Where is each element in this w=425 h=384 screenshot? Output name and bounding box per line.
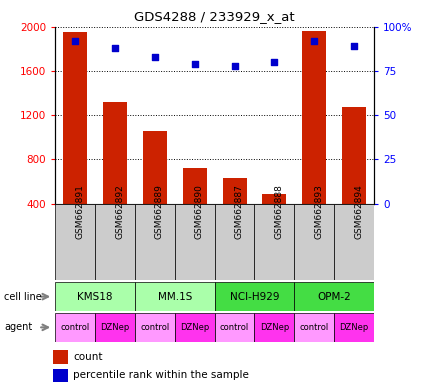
Text: cell line: cell line: [4, 291, 42, 302]
Bar: [95, 313, 135, 342]
Bar: [215, 204, 255, 280]
Text: OPM-2: OPM-2: [317, 291, 351, 302]
Bar: [334, 204, 374, 280]
Text: GSM662891: GSM662891: [75, 184, 84, 238]
Point: [151, 54, 158, 60]
Text: control: control: [300, 323, 329, 332]
Point: [351, 43, 357, 50]
Text: GSM662890: GSM662890: [195, 184, 204, 238]
Bar: [95, 204, 135, 280]
Bar: [55, 313, 95, 342]
Text: GSM662887: GSM662887: [235, 184, 244, 238]
Text: GSM662893: GSM662893: [314, 184, 323, 238]
Text: GSM662894: GSM662894: [354, 184, 363, 238]
Text: control: control: [60, 323, 90, 332]
Point: [271, 59, 278, 65]
Bar: [175, 313, 215, 342]
Bar: [294, 204, 334, 280]
Point: [231, 63, 238, 69]
Bar: [342, 108, 366, 248]
Text: count: count: [73, 352, 102, 362]
Text: percentile rank within the sample: percentile rank within the sample: [73, 370, 249, 381]
Bar: [223, 178, 246, 248]
Bar: [262, 194, 286, 248]
Text: KMS18: KMS18: [77, 291, 113, 302]
Point: [112, 45, 119, 51]
Bar: [183, 168, 207, 248]
Bar: [334, 313, 374, 342]
Bar: [53, 350, 68, 364]
Bar: [255, 204, 294, 280]
Text: DZNep: DZNep: [340, 323, 369, 332]
Bar: [53, 369, 68, 382]
Text: GSM662889: GSM662889: [155, 184, 164, 238]
Bar: [215, 313, 255, 342]
Bar: [55, 282, 135, 311]
Bar: [255, 313, 294, 342]
Bar: [294, 282, 374, 311]
Text: GSM662888: GSM662888: [275, 184, 283, 238]
Text: MM.1S: MM.1S: [158, 291, 192, 302]
Text: control: control: [140, 323, 170, 332]
Bar: [135, 204, 175, 280]
Point: [191, 61, 198, 67]
Bar: [302, 31, 326, 248]
Text: GSM662892: GSM662892: [115, 184, 124, 238]
Bar: [135, 282, 215, 311]
Point: [72, 38, 79, 44]
Bar: [215, 282, 294, 311]
Title: GDS4288 / 233929_x_at: GDS4288 / 233929_x_at: [134, 10, 295, 23]
Bar: [294, 313, 334, 342]
Bar: [175, 204, 215, 280]
Text: NCI-H929: NCI-H929: [230, 291, 279, 302]
Bar: [103, 102, 127, 248]
Text: DZNep: DZNep: [260, 323, 289, 332]
Bar: [135, 313, 175, 342]
Text: agent: agent: [4, 322, 32, 333]
Bar: [143, 131, 167, 248]
Bar: [63, 32, 87, 248]
Text: DZNep: DZNep: [180, 323, 210, 332]
Bar: [55, 204, 95, 280]
Point: [311, 38, 317, 44]
Text: DZNep: DZNep: [100, 323, 130, 332]
Text: control: control: [220, 323, 249, 332]
